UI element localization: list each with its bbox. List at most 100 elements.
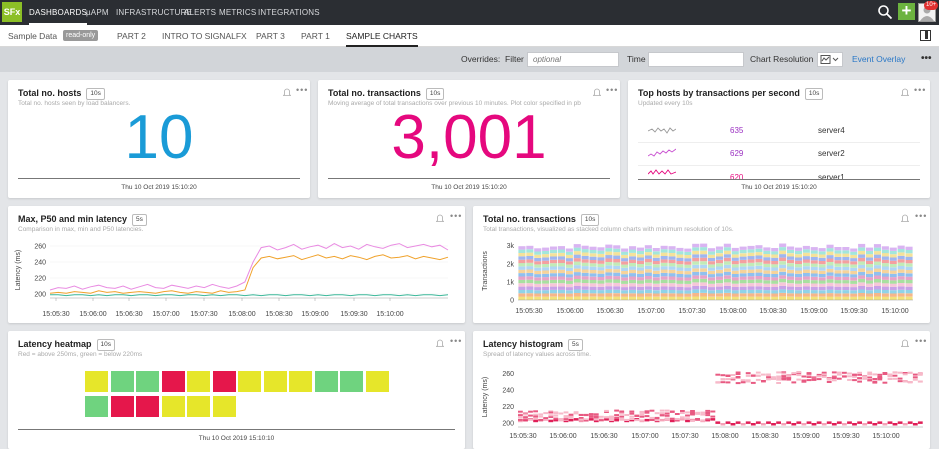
heatmap-cell[interactable] [110, 371, 134, 392]
heatmap-cell[interactable] [136, 396, 159, 417]
event-overlay-link[interactable]: Event Overlay [852, 54, 906, 64]
bell-icon[interactable] [283, 88, 291, 97]
histogram-cell [664, 418, 670, 421]
nav-alerts[interactable]: ALERTS [184, 8, 217, 17]
stack-segment [692, 278, 700, 283]
stack-segment [755, 248, 763, 253]
heatmap-cell[interactable] [314, 371, 338, 392]
tab-intro-to-signalfx[interactable]: INTRO TO SIGNALFX [162, 31, 247, 41]
heatmap-cell[interactable] [110, 396, 134, 417]
stack-segment [842, 273, 850, 277]
tab-part-2[interactable]: PART 2 [117, 31, 146, 41]
chart-menu-icon[interactable]: ••• [914, 85, 927, 95]
stack-segment [905, 286, 913, 290]
heatmap-cell[interactable] [365, 371, 389, 392]
host-name[interactable]: server4 [818, 126, 845, 135]
chart-menu-icon[interactable]: ••• [296, 85, 309, 95]
stack-segment [755, 296, 763, 300]
stack-segment [810, 266, 818, 271]
nav-dashboards[interactable]: DASHBOARDS [29, 0, 88, 25]
heatmap-cell[interactable] [238, 371, 261, 392]
histogram-cell [558, 412, 564, 415]
more-options-icon[interactable]: ••• [921, 53, 932, 64]
histogram-cell [831, 374, 837, 377]
histogram-cell [740, 379, 746, 382]
histogram-cell [523, 413, 528, 416]
histogram-cell [654, 419, 660, 422]
chart-menu-icon[interactable]: ••• [450, 336, 463, 346]
stack-segment [534, 277, 542, 281]
chart-top-hosts: Top hosts by transactions per second 10s … [628, 80, 930, 198]
filter-input[interactable] [527, 52, 619, 67]
bell-icon[interactable] [436, 214, 444, 223]
chart-menu-icon[interactable]: ••• [915, 336, 928, 346]
histogram-cell [857, 373, 862, 376]
nav-integrations[interactable]: INTEGRATIONS [258, 8, 320, 17]
divider [638, 179, 920, 180]
histogram-cell [533, 415, 538, 418]
stack-segment [850, 271, 858, 275]
stack-segment [834, 247, 842, 251]
stack-segment [794, 267, 802, 271]
stack-segment [534, 254, 542, 258]
stack-segment [842, 286, 850, 290]
stack-segment [700, 257, 708, 262]
stack-segment [810, 263, 818, 267]
x-tick-label: 15:06:30 [596, 308, 623, 315]
histogram-cell [842, 423, 847, 426]
histogram-cell [680, 412, 685, 414]
chart-menu-icon[interactable]: ••• [450, 211, 463, 221]
stack-segment [668, 253, 676, 257]
heatmap-cell[interactable] [187, 396, 210, 417]
nav-metrics[interactable]: METRICS [219, 8, 257, 17]
heatmap-cell[interactable] [161, 396, 185, 417]
nav-infrastructure[interactable]: INFRASTRUCTURE [116, 8, 193, 17]
stack-segment [826, 265, 834, 269]
histogram-cell [867, 379, 873, 382]
stack-segment [708, 264, 716, 268]
tab-part-1[interactable]: PART 1 [301, 31, 330, 41]
sidebar-toggle-icon[interactable] [920, 30, 931, 41]
stack-segment [873, 254, 881, 259]
heatmap-cell[interactable] [85, 396, 108, 417]
time-input[interactable] [648, 52, 744, 67]
bell-icon[interactable] [436, 339, 444, 348]
histogram-cell [690, 410, 695, 412]
stack-segment [826, 272, 834, 276]
heatmap-cell[interactable] [212, 371, 236, 392]
bell-icon[interactable] [901, 339, 909, 348]
host-name[interactable]: server1 [818, 173, 845, 179]
heatmap-cell[interactable] [85, 371, 108, 392]
add-button[interactable]: + [898, 2, 915, 20]
stack-segment [581, 279, 589, 283]
tab-sample-charts[interactable]: SAMPLE CHARTS [346, 25, 418, 47]
chart-menu-icon[interactable]: ••• [606, 85, 619, 95]
bell-icon[interactable] [901, 214, 909, 223]
histogram-cell [745, 372, 751, 375]
bell-icon[interactable] [593, 88, 601, 97]
heatmap-cell[interactable] [340, 371, 363, 392]
stack-segment [779, 275, 787, 279]
stack-segment [771, 283, 779, 287]
nav-apm[interactable]: µAPM [86, 8, 109, 17]
heatmap-cell[interactable] [136, 371, 159, 392]
heatmap-cell[interactable] [161, 371, 185, 392]
chart-menu-icon[interactable]: ••• [915, 211, 928, 221]
heatmap-cell[interactable] [263, 371, 287, 392]
stack-segment [692, 261, 700, 265]
notification-badge[interactable]: 10+ [924, 1, 939, 10]
stack-segment [739, 260, 747, 264]
logo[interactable]: SFx [2, 2, 22, 22]
heatmap-cell[interactable] [212, 396, 236, 417]
host-name[interactable]: server2 [818, 149, 845, 158]
stack-segment [518, 256, 526, 260]
stack-segment [518, 296, 526, 300]
tab-part-3[interactable]: PART 3 [256, 31, 285, 41]
heatmap-cell[interactable] [289, 371, 312, 392]
search-icon[interactable] [877, 4, 893, 20]
bell-icon[interactable] [901, 88, 909, 97]
stack-segment [715, 283, 723, 287]
heatmap-cell[interactable] [187, 371, 210, 392]
chart-resolution-dropdown[interactable] [817, 52, 843, 67]
stack-segment [842, 276, 850, 281]
